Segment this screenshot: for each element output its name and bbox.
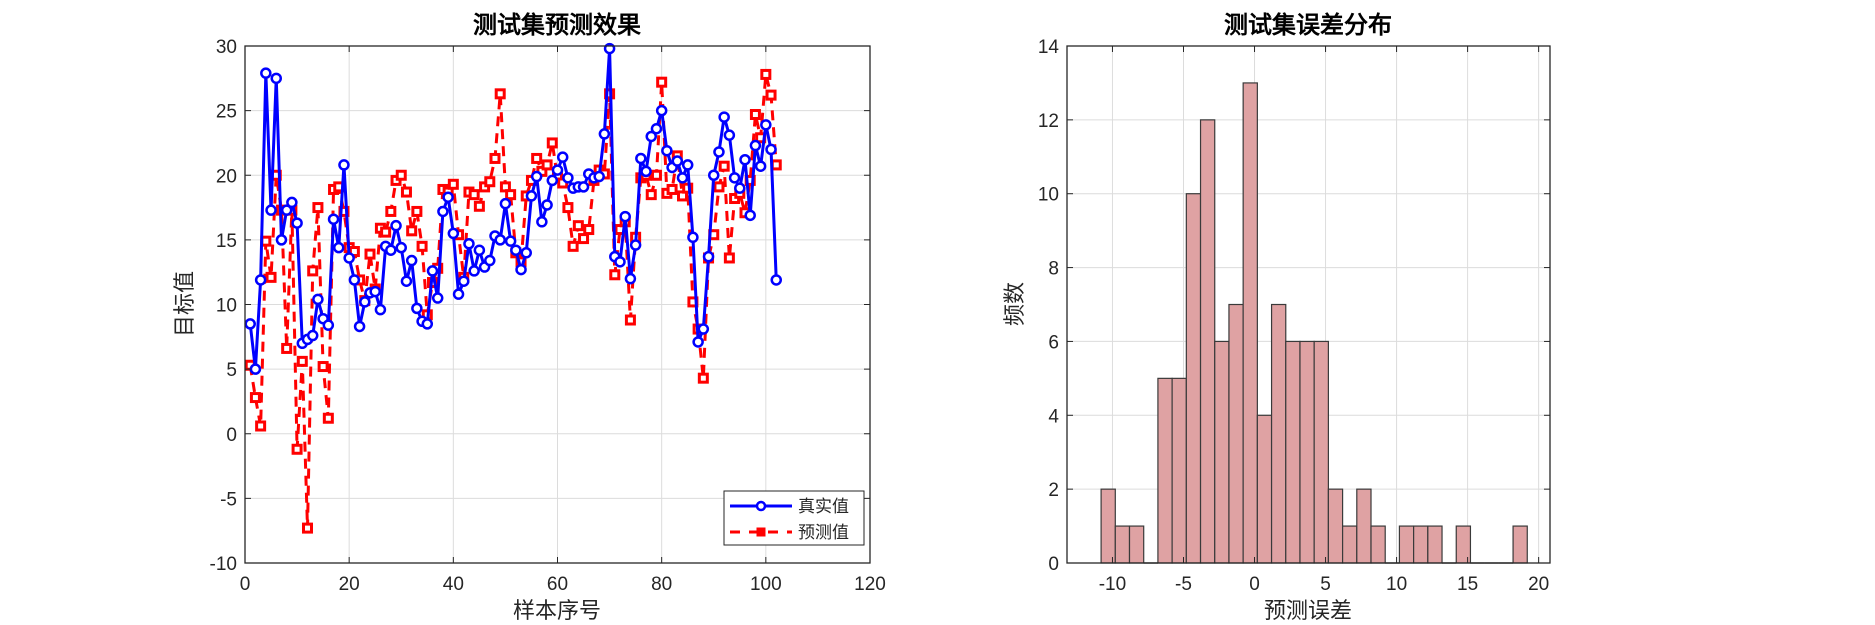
y-axis-label: 目标值 bbox=[173, 271, 198, 337]
x-tick-label: -5 bbox=[1175, 574, 1192, 595]
histogram-bar bbox=[1157, 377, 1173, 564]
histogram-bar bbox=[1327, 488, 1344, 564]
histogram-bar bbox=[1299, 340, 1315, 564]
x-tick-label: 80 bbox=[651, 574, 672, 595]
x-axis-label: 样本序号 bbox=[513, 599, 601, 624]
y-tick-label: 4 bbox=[1048, 406, 1059, 427]
histogram-bar bbox=[1100, 488, 1116, 564]
histogram-bar bbox=[1285, 340, 1301, 564]
histogram-bar bbox=[1413, 525, 1429, 564]
histogram-bar bbox=[1356, 488, 1372, 564]
histogram-bar bbox=[1128, 525, 1145, 564]
y-tick-label: -5 bbox=[220, 489, 237, 510]
legend-box bbox=[723, 490, 865, 546]
y-tick-label: 0 bbox=[1048, 554, 1059, 575]
chart-title: 测试集预测效果 bbox=[473, 10, 641, 39]
histogram-bar bbox=[1512, 525, 1528, 564]
y-tick-label: 2 bbox=[1048, 480, 1059, 501]
y-tick-label: -10 bbox=[210, 554, 237, 575]
y-tick-label: 25 bbox=[216, 102, 237, 123]
histogram-bar bbox=[1114, 525, 1131, 564]
legend-label-predicted: 预测值 bbox=[798, 523, 849, 543]
y-tick-label: 15 bbox=[216, 231, 237, 252]
axis-ticks: -10 -5 0 5 10 15 20 0 2 4 6 8 10 12 14 bbox=[1038, 37, 1550, 595]
histogram-bar bbox=[1270, 303, 1287, 564]
series-true bbox=[244, 42, 782, 375]
y-tick-label: 8 bbox=[1048, 259, 1059, 280]
x-tick-label: 20 bbox=[1528, 574, 1549, 595]
x-tick-label: 0 bbox=[240, 574, 251, 595]
histogram-bar bbox=[1427, 525, 1443, 564]
x-axis-label: 预测误差 bbox=[1264, 599, 1352, 624]
histogram-bar bbox=[1199, 119, 1216, 564]
x-tick-label: 40 bbox=[443, 574, 464, 595]
histogram-bar bbox=[1341, 525, 1358, 564]
x-tick-label: 60 bbox=[547, 574, 568, 595]
histogram-bar bbox=[1171, 377, 1187, 564]
y-tick-label: 0 bbox=[226, 425, 237, 446]
y-tick-label: 10 bbox=[1038, 185, 1059, 206]
x-tick-label: 100 bbox=[750, 574, 782, 595]
histogram-bar bbox=[1256, 414, 1273, 564]
histogram-bar bbox=[1313, 340, 1329, 564]
y-axis-label: 频数 bbox=[1003, 282, 1028, 326]
histogram-bar bbox=[1455, 525, 1472, 564]
axes-frame bbox=[1066, 45, 1551, 564]
legend-label-true: 真实值 bbox=[798, 497, 849, 517]
histogram-bar bbox=[1185, 193, 1202, 564]
histogram-bars bbox=[1100, 82, 1528, 564]
y-tick-label: 12 bbox=[1038, 111, 1059, 132]
histogram-bar bbox=[1242, 82, 1258, 564]
legend-square-marker-icon bbox=[756, 527, 766, 537]
x-tick-label: 15 bbox=[1457, 574, 1478, 595]
legend: 真实值 预测值 bbox=[723, 490, 865, 546]
x-tick-label: 20 bbox=[339, 574, 360, 595]
x-tick-label: 0 bbox=[1249, 574, 1260, 595]
y-tick-label: 6 bbox=[1048, 332, 1059, 353]
y-tick-label: 5 bbox=[226, 360, 237, 381]
x-tick-label: 120 bbox=[854, 574, 886, 595]
line-chart-panel: 0 20 40 60 80 100 120 -10 -5 0 5 10 15 20 25 30 测试集预测效果… bbox=[173, 10, 886, 624]
x-tick-label: -10 bbox=[1099, 574, 1126, 595]
histogram-bar bbox=[1228, 303, 1244, 564]
histogram-panel: -10 -5 0 5 10 15 20 0 2 4 6 8 10 12 14 测试集误差分布 预测误差 频数 bbox=[1003, 10, 1551, 624]
y-tick-label: 14 bbox=[1038, 37, 1060, 58]
x-tick-label: 5 bbox=[1320, 574, 1331, 595]
axis-ticks: 0 20 40 60 80 100 120 -10 -5 0 5 10 15 20 25 30 bbox=[210, 37, 886, 595]
histogram-bar bbox=[1214, 340, 1230, 564]
histogram-bar bbox=[1398, 525, 1415, 564]
y-tick-label: 30 bbox=[216, 37, 237, 58]
x-tick-label: 10 bbox=[1386, 574, 1407, 595]
chart-title: 测试集误差分布 bbox=[1224, 10, 1392, 39]
y-tick-label: 20 bbox=[216, 166, 237, 187]
y-tick-label: 10 bbox=[216, 296, 237, 317]
legend-circle-marker-icon bbox=[755, 500, 767, 512]
histogram-bar bbox=[1370, 525, 1386, 564]
